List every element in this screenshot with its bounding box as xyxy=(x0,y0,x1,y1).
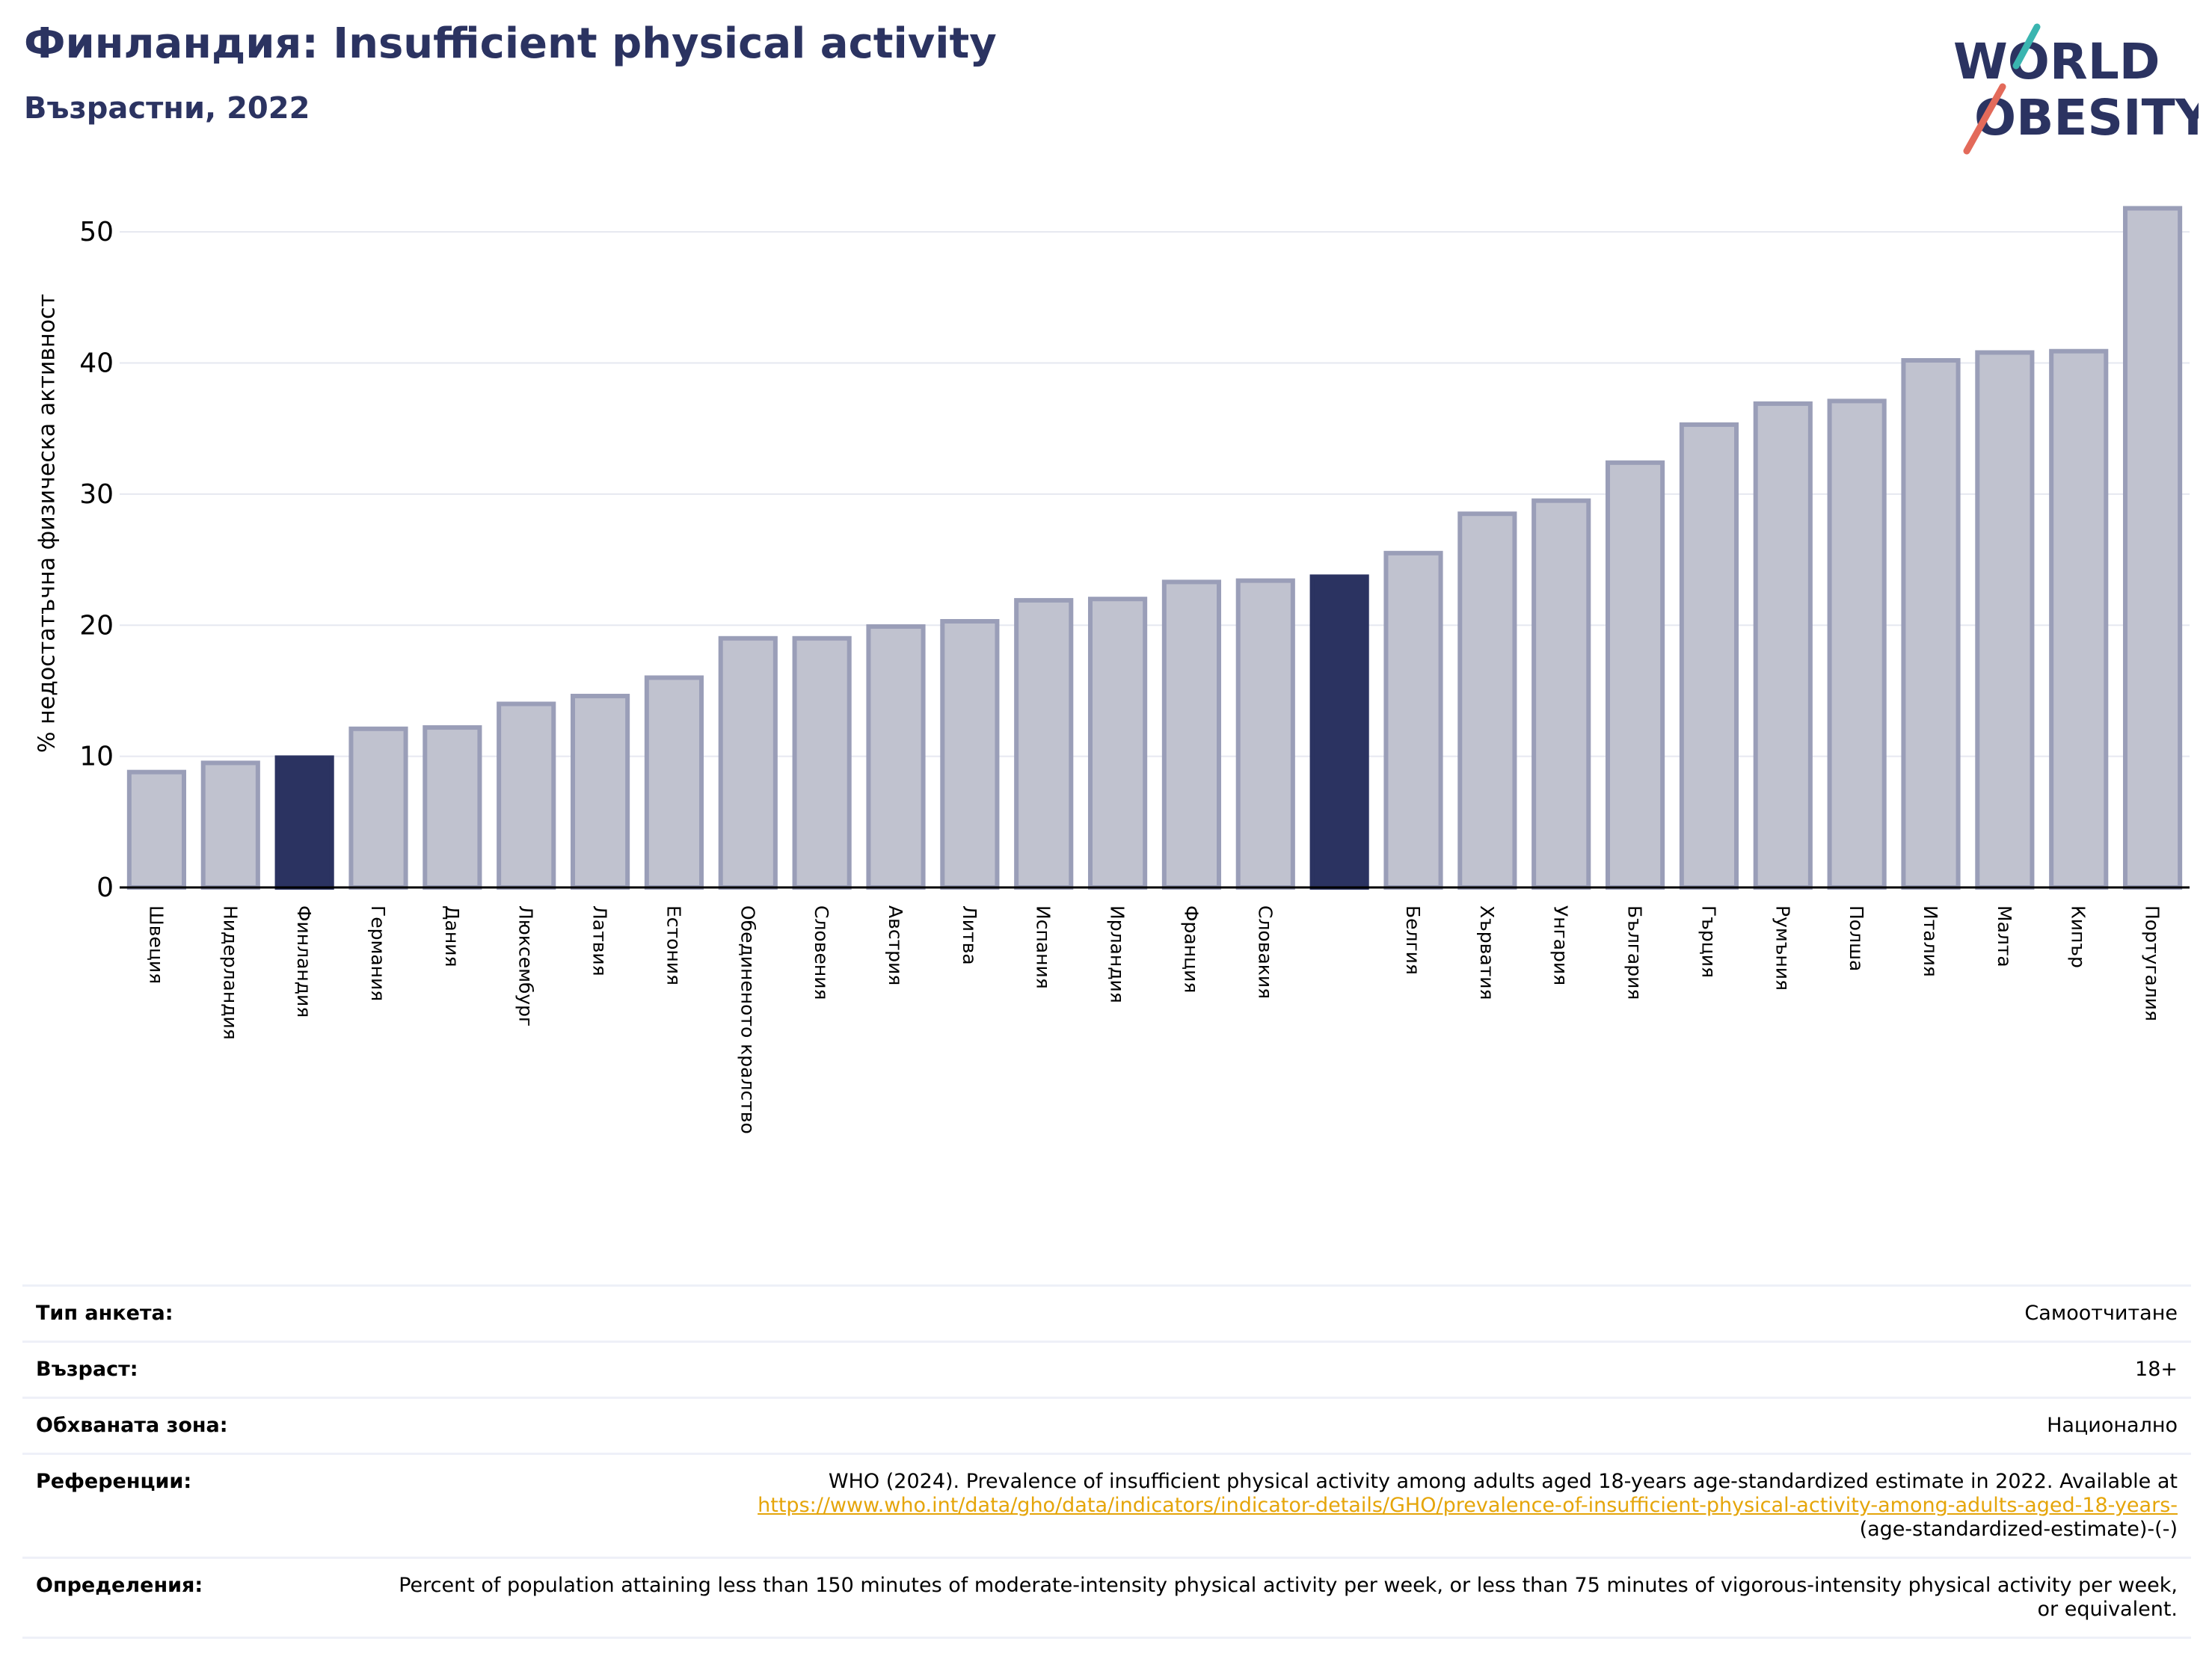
x-tick-label: Обединеното кралство xyxy=(737,905,758,1134)
age-label: Възраст: xyxy=(36,1358,138,1381)
x-tick-label: Кипър xyxy=(2068,905,2089,968)
bar xyxy=(718,635,778,890)
bar xyxy=(126,769,187,890)
logo-slash-teal xyxy=(2012,23,2041,70)
x-tick-label: Люксембург xyxy=(515,905,537,1027)
x-tick-label: Гърция xyxy=(1698,905,1719,978)
x-tick-label: Румъния xyxy=(1772,905,1793,991)
bar xyxy=(940,618,1000,890)
reference-link[interactable]: https://www.who.int/data/gho/data/indica… xyxy=(758,1494,2178,1517)
bar xyxy=(1161,579,1222,890)
survey-value: Самоотчитане xyxy=(2024,1302,2178,1325)
references-label: Референции: xyxy=(36,1470,192,1493)
y-tick-label: 20 xyxy=(79,610,114,641)
reference-tail: (age-standardized-estimate)-(-) xyxy=(1859,1518,2178,1541)
bar xyxy=(1753,401,1813,890)
x-tick-label: Естония xyxy=(663,905,684,985)
x-tick-label: Латвия xyxy=(589,905,611,976)
x-tick-label: Франция xyxy=(1180,905,1202,993)
info-row-survey: Тип анкета: Самоотчитане xyxy=(22,1284,2191,1341)
survey-label: Тип анкета: xyxy=(36,1302,173,1325)
world-obesity-logo: WORLD OBESITY xyxy=(1953,23,2199,155)
x-tick-label: Словакия xyxy=(1254,905,1276,999)
x-tick-label: Финландия xyxy=(293,905,315,1018)
bar xyxy=(644,675,704,890)
y-tick-label: 0 xyxy=(96,872,114,903)
age-value: 18+ xyxy=(2135,1358,2178,1381)
info-row-area: Обхваната зона: Национално xyxy=(22,1397,2191,1453)
y-tick-label: 40 xyxy=(79,348,114,379)
area-value: Национално xyxy=(2047,1414,2178,1437)
bar xyxy=(423,725,482,890)
bar xyxy=(2049,348,2109,890)
bar xyxy=(570,693,630,890)
x-tick-label: Испания xyxy=(1033,905,1054,989)
x-tick-label: Португалия xyxy=(2142,905,2163,1021)
y-tick-label: 10 xyxy=(79,742,114,772)
references-value: WHO (2024). Prevalence of insufficient p… xyxy=(758,1470,2178,1542)
bar xyxy=(1975,350,2035,890)
x-tick-label: Германия xyxy=(367,905,389,1001)
bar xyxy=(1383,550,1443,890)
x-tick-label: Хърватия xyxy=(1476,905,1498,1000)
bar xyxy=(1235,578,1295,890)
chart-subtitle: Възрастни, 2022 xyxy=(24,91,310,126)
reference-text: WHO (2024). Prevalence of insufficient p… xyxy=(828,1470,2178,1493)
definitions-label: Определения: xyxy=(36,1574,203,1597)
bar xyxy=(1309,574,1369,890)
logo-line1: WORLD xyxy=(1953,33,2160,90)
x-tick-label: България xyxy=(1624,905,1646,1000)
bar xyxy=(1827,398,1887,890)
bar xyxy=(1605,460,1665,890)
x-tick-label: Унгария xyxy=(1550,905,1572,985)
bar xyxy=(1531,498,1591,890)
x-tick-label: Малта xyxy=(1994,905,2015,967)
bar xyxy=(866,624,926,890)
logo-slash-red xyxy=(1963,83,2006,155)
info-row-definitions: Определения: Percent of population attai… xyxy=(22,1557,2191,1639)
info-row-references: Референции: WHO (2024). Prevalence of in… xyxy=(22,1453,2191,1557)
bar xyxy=(1457,511,1517,890)
info-table: Тип анкета: Самоотчитане Възраст: 18+ Об… xyxy=(22,1284,2191,1639)
x-tick-label: Дания xyxy=(441,905,463,967)
x-tick-label: Литва xyxy=(959,905,980,965)
x-tick-label: Белгия xyxy=(1402,905,1424,975)
bar xyxy=(348,726,408,890)
bar xyxy=(274,755,334,890)
bar xyxy=(1679,422,1739,890)
bar xyxy=(497,701,556,890)
y-tick-label: 30 xyxy=(79,479,114,510)
bar xyxy=(200,760,260,890)
logo-line2: OBESITY xyxy=(1974,89,2199,147)
x-tick-label: Италия xyxy=(1920,905,1941,977)
bar-chart: 0 10 20 30 40 50 Швеция Нидерландия Финландия Гер… xyxy=(79,206,2190,1134)
x-tick-label: Австрия xyxy=(885,905,906,985)
bar xyxy=(792,635,852,890)
area-label: Обхваната зона: xyxy=(36,1414,228,1437)
x-tick-label: Нидерландия xyxy=(219,905,241,1040)
x-tick-label: Швеция xyxy=(145,905,167,984)
bar xyxy=(2122,206,2183,890)
chart-title: Финландия: Insufficient physical activit… xyxy=(24,19,997,68)
definitions-value: Percent of population attaining less tha… xyxy=(399,1574,2178,1621)
x-tick-label: Словения xyxy=(811,905,832,1000)
bar xyxy=(1087,597,1148,890)
x-tick-label: Полша xyxy=(1846,905,1867,971)
bar xyxy=(1014,597,1074,890)
info-row-age: Възраст: 18+ xyxy=(22,1341,2191,1397)
bar xyxy=(1901,358,1961,890)
y-tick-label: 50 xyxy=(79,217,114,247)
x-tick-label: Ирландия xyxy=(1107,905,1128,1003)
